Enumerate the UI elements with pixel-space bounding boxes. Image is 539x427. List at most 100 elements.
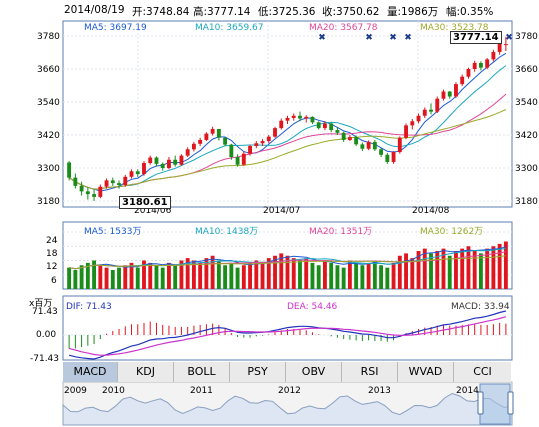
overview-line	[62, 392, 513, 426]
overview-year-2012: 2012	[278, 386, 301, 396]
price-ma30-line	[68, 109, 507, 190]
vol-ma30-label: MA30: 1262万	[420, 227, 484, 237]
volume-bar	[435, 251, 440, 289]
volume-bar	[404, 253, 408, 289]
macd-unit-label: x百万	[29, 299, 53, 309]
price-xtick-1: 2014/07	[263, 206, 301, 216]
header-high: 高:3777.14	[193, 6, 251, 18]
price-panel-frame	[62, 20, 513, 208]
volume-bar	[429, 253, 433, 289]
header-volume: 量:1986万	[387, 6, 439, 18]
candle-body	[316, 122, 321, 129]
volume-bar	[104, 267, 109, 289]
volume-bar	[472, 251, 477, 289]
candle-body	[92, 194, 97, 197]
candle-body	[298, 115, 302, 119]
candle-body	[142, 163, 146, 175]
candle-body	[347, 137, 352, 140]
volume-bar	[210, 255, 215, 289]
volume-bar	[254, 260, 259, 289]
volume-bar	[167, 262, 171, 289]
tab-boll[interactable]: BOLL	[174, 362, 230, 382]
volume-bar	[347, 260, 352, 289]
tab-kdj[interactable]: KDJ	[118, 362, 174, 382]
volume-bar	[185, 258, 190, 289]
volume-bar	[148, 262, 153, 289]
volume-bar	[173, 265, 178, 289]
candle-body	[460, 76, 465, 85]
tab-cci[interactable]: CCI	[454, 362, 511, 382]
candle-body	[191, 143, 196, 150]
volume-bar	[216, 260, 221, 289]
price-ytick-right-2: 3540	[515, 98, 538, 108]
candle-body	[441, 91, 446, 99]
volume-bar	[204, 258, 209, 289]
price-ma5-label: MA5: 3697.19	[84, 23, 147, 33]
volume-bar	[135, 267, 140, 289]
overview-selection[interactable]	[479, 383, 511, 425]
volume-bar	[98, 265, 103, 289]
vol-ma10-label: MA10: 1438万	[195, 227, 259, 237]
candle-body	[472, 62, 477, 69]
volume-bar	[329, 262, 334, 289]
macd-dif-line	[68, 310, 507, 360]
candle-body	[67, 162, 72, 178]
tab-macd[interactable]: MACD	[63, 362, 118, 382]
candle-body	[210, 128, 215, 134]
candle-body	[173, 159, 178, 165]
event-star-icon: ✖	[389, 33, 397, 43]
volume-bar	[223, 265, 228, 289]
candle-body	[447, 91, 452, 97]
volume-bar	[341, 267, 346, 289]
candle-body	[260, 141, 265, 144]
candle-body	[154, 157, 159, 164]
candle-body	[360, 144, 365, 149]
header-date: 2014/08/19	[64, 4, 125, 16]
candle-body	[254, 143, 259, 146]
overview-handle-right[interactable]	[507, 391, 514, 415]
price-ytick-right-5: 3180	[515, 197, 538, 207]
overview-year-2014: 2014	[456, 386, 479, 396]
price-ytick-right-3: 3420	[515, 131, 538, 141]
vol-ma5-label: MA5: 1533万	[84, 227, 142, 237]
macd-dea-label: DEA: 54.46	[287, 302, 338, 312]
volume-bar	[397, 255, 402, 289]
overview-handle-left[interactable]	[477, 391, 484, 415]
macd-ytick-0: 71.43	[32, 307, 58, 317]
candle-body	[135, 171, 140, 175]
candle-body	[466, 69, 471, 77]
volume-bar	[92, 260, 97, 289]
candle-body	[279, 120, 284, 129]
price-ytick-right-1: 3660	[515, 65, 538, 75]
vol-ytick-0: 24	[46, 236, 58, 246]
candle-body	[79, 185, 84, 192]
candle-body	[98, 186, 103, 197]
volume-ma30-line	[69, 255, 506, 270]
tab-obv[interactable]: OBV	[286, 362, 342, 382]
tab-wvad[interactable]: WVAD	[398, 362, 454, 382]
event-star-icon: ✖	[404, 33, 412, 43]
price-ytick-left-3: 3420	[37, 131, 60, 141]
event-star-icon: ✖	[505, 33, 513, 43]
price-xtick-2: 2014/08	[412, 206, 450, 216]
tab-psy[interactable]: PSY	[230, 362, 286, 382]
candle-body	[397, 137, 402, 153]
volume-bar	[85, 262, 90, 289]
overview-year-2011: 2011	[190, 386, 213, 396]
volume-bar	[310, 262, 315, 289]
candle-body	[73, 177, 78, 186]
candle-body	[104, 180, 109, 187]
volume-bar	[129, 262, 134, 289]
candle-body	[485, 59, 490, 68]
volume-bar	[323, 260, 327, 289]
volume-bar	[248, 262, 252, 289]
candle-body	[198, 139, 203, 144]
candle-body	[372, 141, 377, 150]
candle-body	[304, 116, 309, 119]
price-ytick-right-0: 3780	[515, 32, 538, 42]
candle-body	[478, 62, 483, 68]
vol-ytick-1: 18	[46, 249, 58, 259]
candle-body	[216, 128, 221, 138]
macd-dea-line	[68, 316, 507, 356]
tab-rsi[interactable]: RSI	[342, 362, 398, 382]
